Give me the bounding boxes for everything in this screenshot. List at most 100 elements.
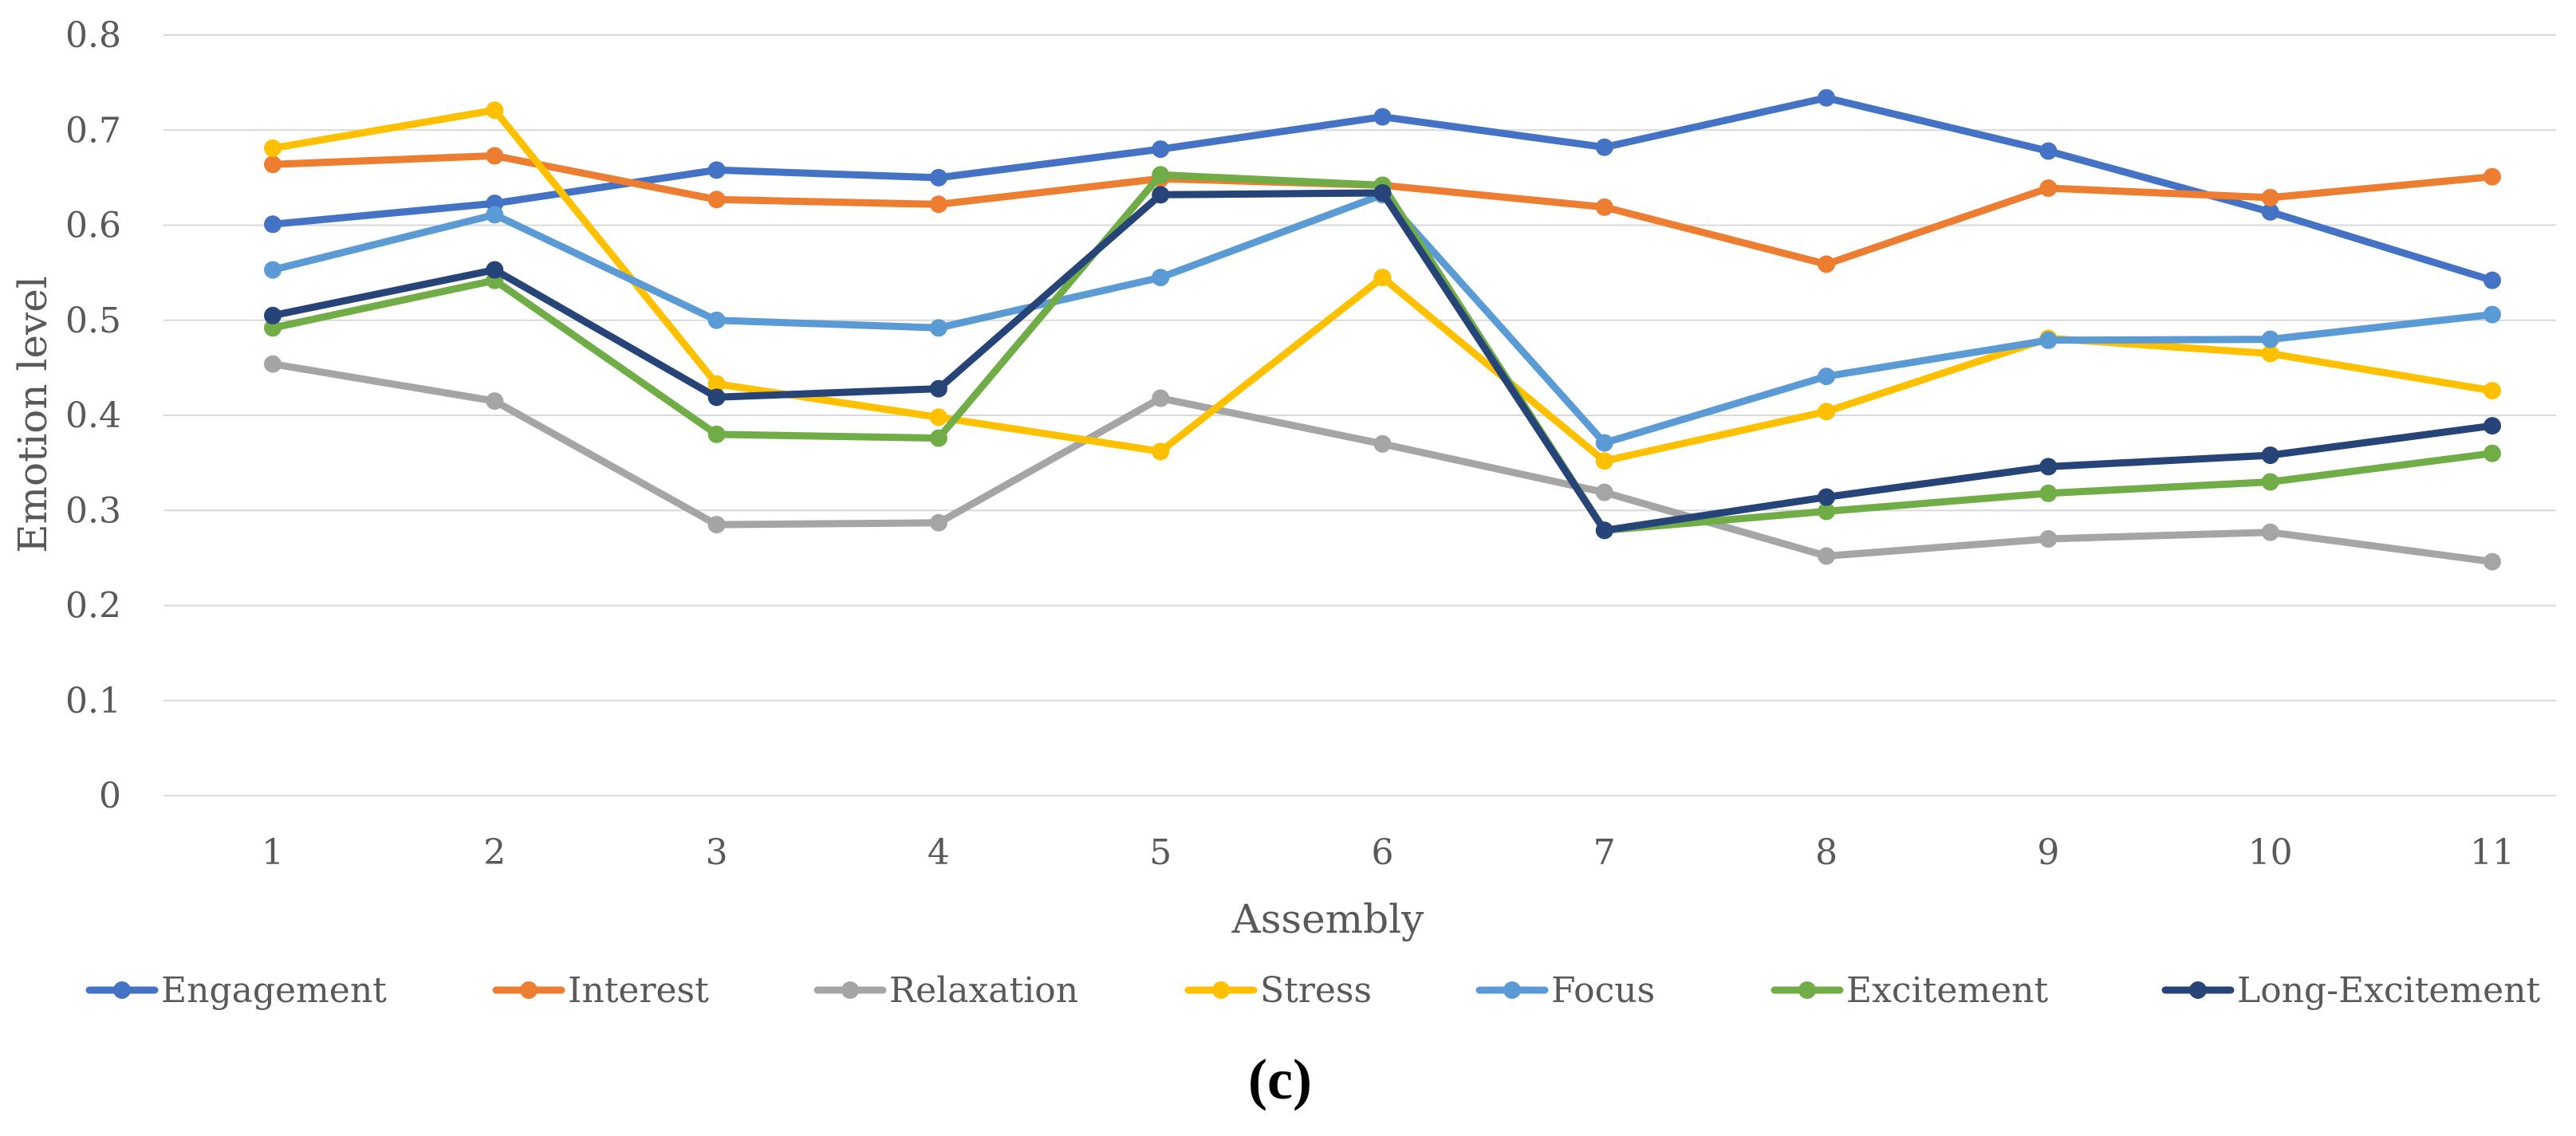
x-tick-label: 5 bbox=[1149, 832, 1172, 873]
data-point bbox=[707, 311, 726, 329]
x-tick-label: 3 bbox=[706, 832, 728, 873]
data-point bbox=[2261, 344, 2279, 363]
axes: 0 0.1 0.2 0.3 0.4 0.5 0.6 0.7 0.8 1 2 3 4 5 6 7 8 9 10 11 bbox=[65, 15, 2515, 873]
x-tick-label: 8 bbox=[1815, 832, 1837, 873]
data-point bbox=[2039, 458, 2058, 476]
data-point bbox=[486, 206, 504, 224]
legend-label: Relaxation bbox=[889, 970, 1078, 1011]
data-point bbox=[486, 101, 504, 120]
series-long-excitement bbox=[264, 183, 2501, 540]
legend-item-focus: Focus bbox=[1475, 970, 1655, 1011]
series-line-excitement bbox=[269, 171, 2496, 534]
legend-label: Long-Excitement bbox=[2237, 970, 2541, 1011]
x-tick-label: 6 bbox=[1372, 832, 1394, 873]
series-interest bbox=[264, 147, 2501, 273]
data-point bbox=[707, 191, 726, 209]
data-point bbox=[707, 161, 726, 179]
data-point bbox=[1373, 183, 1392, 202]
panel-label: (c) bbox=[1248, 1048, 1312, 1111]
y-tick-label: 0.4 bbox=[65, 395, 121, 436]
data-point bbox=[929, 429, 947, 447]
y-tick-label: 0.2 bbox=[65, 586, 121, 627]
data-point bbox=[486, 261, 504, 279]
data-point bbox=[2039, 142, 2058, 160]
data-point bbox=[707, 375, 726, 393]
data-point bbox=[1595, 521, 1613, 540]
data-point bbox=[264, 215, 282, 234]
data-point bbox=[486, 392, 504, 411]
data-point bbox=[929, 195, 947, 214]
data-point bbox=[1152, 389, 1170, 407]
legend-item-interest: Interest bbox=[492, 970, 709, 1011]
data-point bbox=[2039, 530, 2058, 548]
legend-swatch-marker bbox=[1212, 981, 1230, 999]
data-point bbox=[264, 355, 282, 373]
legend-swatch-marker bbox=[1798, 981, 1816, 999]
data-point bbox=[1152, 166, 1170, 184]
data-point bbox=[2261, 446, 2279, 465]
data-point bbox=[1152, 186, 1170, 204]
data-point bbox=[1818, 368, 1836, 386]
x-tick-label: 11 bbox=[2470, 832, 2515, 873]
x-tick-label: 2 bbox=[483, 832, 506, 873]
data-point bbox=[929, 379, 947, 398]
data-point bbox=[2261, 473, 2279, 491]
legend-item-engagement: Engagement bbox=[85, 970, 387, 1011]
y-axis-title: Emotion level bbox=[10, 276, 56, 553]
series-relaxation bbox=[264, 355, 2501, 571]
data-point bbox=[1818, 403, 1836, 421]
legend-label: Excitement bbox=[1846, 970, 2048, 1011]
x-tick-label: 4 bbox=[928, 832, 950, 873]
series-stress bbox=[264, 101, 2501, 470]
data-point bbox=[2039, 331, 2058, 349]
data-point bbox=[2039, 179, 2058, 197]
data-point bbox=[1152, 442, 1170, 461]
data-point bbox=[1595, 138, 1613, 156]
data-point bbox=[1595, 198, 1613, 216]
legend-swatch-marker bbox=[2189, 981, 2207, 999]
data-point bbox=[1373, 434, 1392, 453]
legend-label: Interest bbox=[568, 970, 709, 1011]
data-point bbox=[2483, 381, 2501, 399]
y-tick-label: 0 bbox=[99, 776, 121, 816]
data-point bbox=[1373, 108, 1392, 126]
data-point bbox=[264, 319, 282, 337]
data-point bbox=[1595, 434, 1613, 452]
x-tick-label: 10 bbox=[2248, 832, 2293, 873]
legend-label: Engagement bbox=[161, 970, 387, 1011]
data-point bbox=[1818, 547, 1836, 565]
x-tick-label: 1 bbox=[262, 832, 284, 873]
y-tick-label: 0.7 bbox=[65, 110, 121, 151]
y-tick-label: 0.3 bbox=[65, 490, 121, 531]
legend-label: Stress bbox=[1260, 970, 1372, 1011]
data-point bbox=[264, 261, 282, 279]
data-point bbox=[2261, 202, 2279, 221]
gridlines bbox=[163, 34, 2556, 796]
data-point bbox=[1818, 488, 1836, 506]
x-axis-title: Assembly bbox=[1231, 896, 1424, 942]
data-point bbox=[264, 139, 282, 157]
data-point bbox=[2039, 484, 2058, 502]
data-point bbox=[707, 516, 726, 534]
data-point bbox=[2483, 444, 2501, 462]
legend-swatch-marker bbox=[113, 981, 131, 999]
series-lines bbox=[264, 88, 2501, 571]
x-tick-label: 7 bbox=[1593, 832, 1616, 873]
y-tick-label: 0.1 bbox=[65, 681, 121, 721]
data-point bbox=[707, 388, 726, 407]
data-point bbox=[1595, 452, 1613, 470]
data-point bbox=[1818, 255, 1836, 273]
y-tick-label: 0.6 bbox=[65, 206, 121, 246]
data-point bbox=[486, 147, 504, 165]
legend-item-stress: Stress bbox=[1184, 970, 1372, 1011]
data-point bbox=[707, 425, 726, 443]
data-point bbox=[929, 408, 947, 426]
data-point bbox=[929, 513, 947, 532]
data-point bbox=[1152, 269, 1170, 287]
data-point bbox=[2483, 552, 2501, 571]
data-point bbox=[1152, 140, 1170, 159]
series-line-focus bbox=[269, 191, 2496, 447]
data-point bbox=[2261, 188, 2279, 206]
x-tick-label: 9 bbox=[2037, 832, 2059, 873]
